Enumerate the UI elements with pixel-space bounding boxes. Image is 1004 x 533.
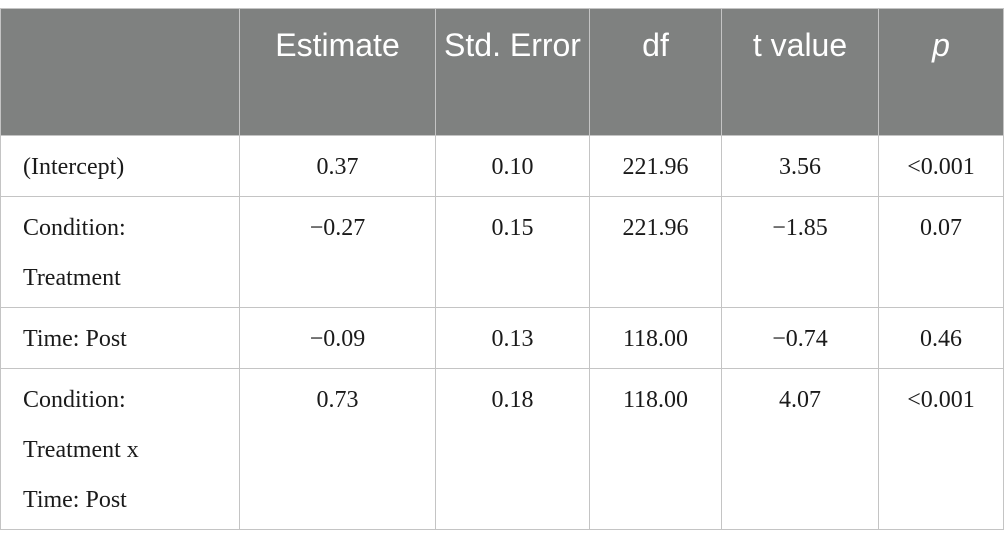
value-cell: −0.27 bbox=[239, 196, 436, 308]
row-label: (Intercept) bbox=[23, 154, 125, 180]
header-row: Estimate Std. Error df t value p bbox=[0, 8, 1004, 136]
row-label: Condition: Treatment x Time: Post bbox=[23, 387, 139, 513]
table-row: Time: Post −0.09 0.13 118.00 −0.74 0.46 bbox=[0, 307, 1004, 369]
row-label-cell: (Intercept) bbox=[0, 135, 240, 197]
header-cell: Estimate bbox=[239, 8, 436, 136]
header-cell: p bbox=[878, 8, 1004, 136]
row-label-cell: Condition: Treatment x Time: Post bbox=[0, 368, 240, 530]
value-cell: 0.37 bbox=[239, 135, 436, 197]
value-cell: 221.96 bbox=[589, 196, 722, 308]
header-cell bbox=[0, 8, 240, 136]
value-cell: 0.15 bbox=[435, 196, 590, 308]
value-cell: <0.001 bbox=[878, 368, 1004, 530]
table-row: Condition: Treatment −0.27 0.15 221.96 −1.85… bbox=[0, 196, 1004, 308]
header-cell: Std. Error bbox=[435, 8, 590, 136]
row-label: Condition: Treatment bbox=[23, 215, 126, 291]
row-label-cell: Time: Post bbox=[0, 307, 240, 369]
value-cell: 3.56 bbox=[721, 135, 879, 197]
results-table: Estimate Std. Error df t value p (Intercept)… bbox=[0, 8, 1004, 530]
row-label: Time: Post bbox=[23, 326, 127, 352]
value-cell: 0.10 bbox=[435, 135, 590, 197]
table-body: (Intercept) 0.37 0.10 221.96 3.56 <0.001 Condi… bbox=[0, 135, 1004, 530]
value-cell: 0.73 bbox=[239, 368, 436, 530]
row-label-cell: Condition: Treatment bbox=[0, 196, 240, 308]
value-cell: 0.46 bbox=[878, 307, 1004, 369]
header-cell: df bbox=[589, 8, 722, 136]
value-cell: −1.85 bbox=[721, 196, 879, 308]
table-row: (Intercept) 0.37 0.10 221.96 3.56 <0.001 bbox=[0, 135, 1004, 197]
value-cell: 4.07 bbox=[721, 368, 879, 530]
value-cell: <0.001 bbox=[878, 135, 1004, 197]
value-cell: 0.18 bbox=[435, 368, 590, 530]
value-cell: −0.09 bbox=[239, 307, 436, 369]
value-cell: 118.00 bbox=[589, 307, 722, 369]
value-cell: 0.07 bbox=[878, 196, 1004, 308]
value-cell: 118.00 bbox=[589, 368, 722, 530]
value-cell: 0.13 bbox=[435, 307, 590, 369]
value-cell: 221.96 bbox=[589, 135, 722, 197]
table-row: Condition: Treatment x Time: Post 0.73 0.1… bbox=[0, 368, 1004, 530]
value-cell: −0.74 bbox=[721, 307, 879, 369]
header-cell: t value bbox=[721, 8, 879, 136]
